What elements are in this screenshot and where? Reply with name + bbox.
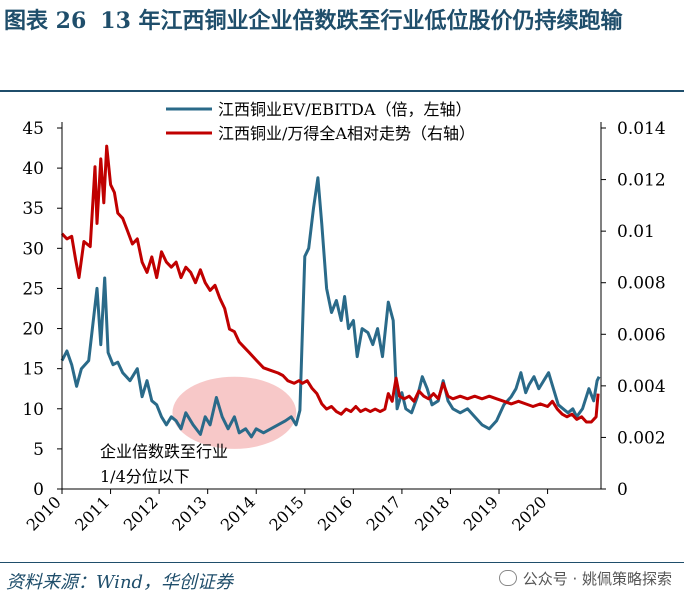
title-rule [0, 90, 684, 92]
ev-ebitda-line [60, 176, 601, 439]
right-tick-label: 0.01 [617, 222, 655, 242]
x-tick-label: 2015 [265, 492, 307, 534]
left-tick-label: 35 [22, 199, 44, 219]
legend-label-ev-ebitda: 江西铜业EV/EBITDA（倍，左轴） [218, 100, 471, 119]
left-tick-label: 5 [33, 440, 44, 460]
right-tick-label: 0.002 [617, 428, 666, 448]
wechat-icon [498, 570, 517, 586]
right-tick-label: 0.014 [617, 119, 666, 139]
figure-title-text: 13 年江西铜业企业倍数跌至行业低位股价仍持续跑输 [100, 8, 623, 34]
right-tick-label: 0.008 [617, 274, 666, 294]
left-tick-label: 15 [22, 360, 44, 380]
left-tick-label: 25 [22, 279, 44, 299]
watermark: 公众号 · 姚佩策略探索 [498, 568, 672, 589]
left-tick-label: 0 [33, 480, 44, 500]
left-tick-label: 10 [22, 400, 44, 420]
annotation-line1: 企业倍数跌至行业 [100, 442, 228, 461]
x-tick-label: 2019 [460, 492, 502, 534]
x-tick-label: 2017 [363, 492, 405, 534]
x-tick-label: 2011 [71, 492, 113, 534]
figure-title: 图表 26 13 年江西铜业企业倍数跌至行业低位股价仍持续跑输 [4, 4, 680, 38]
x-tick-label: 2020 [508, 492, 550, 534]
legend-label-relative: 江西铜业/万得全A相对走势（右轴） [218, 124, 475, 143]
right-tick-label: 0 [617, 480, 628, 500]
footer-rule [0, 562, 684, 563]
x-tick-label: 2013 [168, 492, 210, 534]
highlight-ellipse [172, 376, 297, 449]
x-tick-label: 2016 [314, 492, 356, 534]
right-tick-label: 0.004 [617, 377, 666, 397]
left-tick-label: 45 [22, 119, 44, 139]
right-tick-label: 0.006 [617, 325, 666, 345]
right-tick-label: 0.012 [617, 171, 666, 191]
x-tick-label: 2014 [217, 492, 259, 534]
x-tick-label: 2012 [120, 492, 162, 534]
x-tick-label: 2010 [23, 492, 65, 534]
watermark-text: 公众号 · 姚佩策略探索 [522, 570, 672, 588]
left-tick-label: 30 [22, 239, 44, 259]
left-tick-label: 20 [22, 320, 44, 340]
left-tick-label: 40 [22, 159, 44, 179]
source-note: 资料来源：Wind，华创证券 [6, 572, 234, 593]
x-tick-label: 2018 [411, 492, 453, 534]
annotation-line2: 1/4分位以下 [100, 467, 190, 486]
figure-number: 图表 26 [4, 8, 87, 34]
chart: 0 5 10 15 20 25 30 35 40 45 0 0.002 0.004 0.006 0.008 0… [22, 100, 666, 535]
relative-performance-line [60, 144, 600, 424]
